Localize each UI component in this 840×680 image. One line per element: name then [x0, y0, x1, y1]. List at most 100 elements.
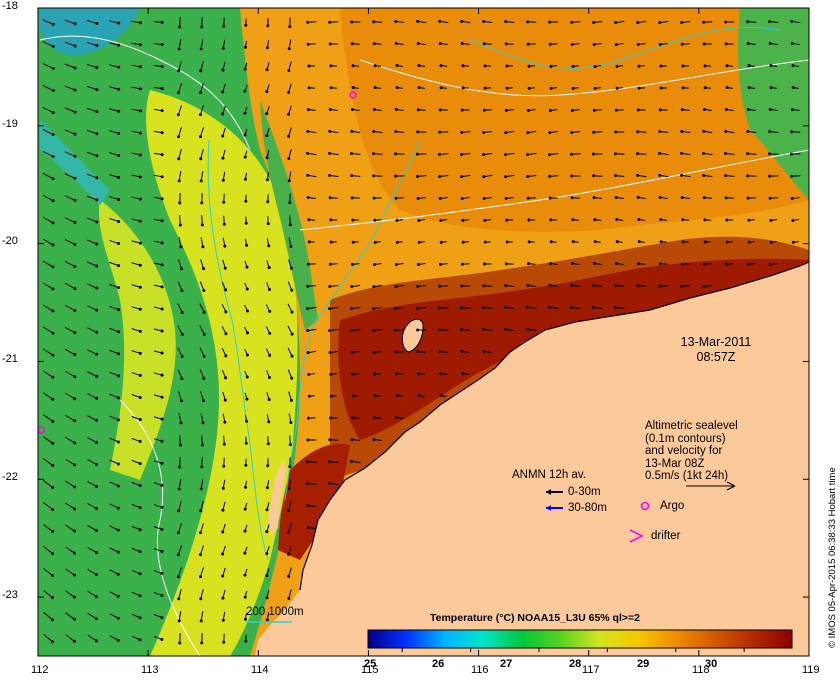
- velocity-arrow: [64, 305, 76, 311]
- velocity-arrow: [199, 325, 205, 335]
- velocity-arrowhead: [680, 196, 684, 200]
- velocity-arrowhead: [95, 88, 99, 92]
- velocity-arrowhead: [243, 573, 247, 577]
- velocity-arrowhead: [350, 129, 354, 133]
- velocity-arrowhead: [614, 262, 618, 266]
- velocity-arrowhead: [417, 394, 421, 398]
- velocity-arrowhead: [73, 397, 77, 401]
- velocity-arrow: [200, 83, 204, 93]
- velocity-arrowhead: [177, 69, 181, 73]
- velocity-arrow: [287, 325, 293, 335]
- velocity-arrowhead: [201, 421, 205, 425]
- velocity-arrowhead: [95, 352, 99, 356]
- velocity-arrow: [109, 196, 119, 200]
- velocity-arrowhead: [483, 240, 487, 244]
- velocity-arrowhead: [549, 218, 553, 222]
- velocity-arrowhead: [725, 218, 729, 222]
- velocity-arrow: [42, 150, 54, 158]
- velocity-arrowhead: [73, 198, 77, 202]
- altimetry-line: 0.5m/s (1kt 24h): [645, 470, 729, 482]
- velocity-arrow: [179, 435, 181, 445]
- velocity-arrow: [178, 83, 182, 93]
- velocity-arrowhead: [394, 328, 398, 332]
- velocity-arrowhead: [504, 108, 508, 112]
- velocity-arrowhead: [680, 42, 684, 46]
- velocity-arrow: [200, 567, 204, 577]
- velocity-arrow: [131, 64, 141, 68]
- velocity-arrowhead: [659, 218, 663, 222]
- velocity-arrowhead: [160, 351, 164, 355]
- velocity-arrowhead: [636, 195, 640, 199]
- velocity-arrowhead: [790, 196, 794, 200]
- velocity-arrowhead: [177, 179, 181, 183]
- velocity-arrowhead: [138, 87, 142, 91]
- velocity-arrowhead: [245, 309, 249, 313]
- velocity-arrow: [199, 545, 205, 555]
- velocity-arrowhead: [328, 329, 332, 333]
- velocity-arrowhead: [681, 64, 685, 68]
- velocity-arrowhead: [615, 64, 619, 68]
- velocity-arrowhead: [372, 328, 376, 332]
- velocity-arrowhead: [116, 550, 120, 554]
- velocity-arrowhead: [350, 350, 354, 354]
- velocity-arrowhead: [224, 354, 228, 358]
- velocity-arrowhead: [160, 42, 164, 46]
- velocity-arrowhead: [526, 153, 530, 157]
- velocity-arrowhead: [51, 155, 55, 159]
- velocity-arrowhead: [180, 310, 184, 314]
- velocity-arrowhead: [287, 530, 291, 534]
- velocity-arrowhead: [199, 157, 203, 161]
- velocity-arrow: [109, 174, 119, 178]
- lat-label: -19: [2, 118, 18, 130]
- velocity-arrowhead: [180, 354, 184, 358]
- velocity-arrowhead: [160, 439, 164, 443]
- velocity-arrowhead: [288, 223, 292, 227]
- velocity-arrowhead: [51, 265, 55, 269]
- velocity-arrowhead: [266, 200, 270, 204]
- velocity-arrowhead: [350, 285, 354, 289]
- drifter-legend-label: drifter: [651, 530, 681, 542]
- velocity-arrow: [201, 193, 203, 203]
- velocity-arrow: [288, 567, 292, 577]
- velocity-arrowhead: [373, 240, 377, 244]
- velocity-arrowhead: [372, 350, 376, 354]
- velocity-arrow: [87, 546, 97, 554]
- velocity-arrowhead: [306, 42, 310, 46]
- velocity-arrowhead: [504, 153, 508, 157]
- velocity-arrow: [65, 546, 75, 554]
- velocity-arrow: [109, 547, 119, 553]
- velocity-arrowhead: [328, 42, 332, 46]
- anmn-shallow-label: 0-30m: [568, 486, 601, 498]
- velocity-arrowhead: [746, 152, 750, 156]
- velocity-arrowhead: [177, 509, 181, 513]
- velocity-arrow: [64, 370, 76, 378]
- velocity-arrowhead: [636, 152, 640, 156]
- velocity-arrow: [200, 413, 204, 423]
- velocity-arrow: [131, 20, 141, 24]
- velocity-arrowhead: [160, 638, 164, 642]
- velocity-arrowhead: [221, 156, 225, 160]
- velocity-arrowhead: [117, 330, 121, 334]
- velocity-arrow: [179, 457, 181, 467]
- velocity-arrowhead: [177, 47, 181, 51]
- velocity-arrowhead: [51, 353, 55, 357]
- velocity-arrow: [86, 107, 98, 113]
- velocity-arrow: [178, 479, 182, 489]
- argo-legend-label: Argo: [660, 500, 685, 512]
- contour-offshore: [469, 26, 781, 69]
- velocity-arrowhead: [51, 397, 55, 401]
- velocity-arrowhead: [438, 130, 442, 134]
- velocity-arrowhead: [504, 284, 508, 288]
- velocity-arrow: [87, 459, 97, 465]
- velocity-arrowhead: [724, 174, 728, 178]
- velocity-arrowhead: [614, 21, 618, 25]
- velocity-arrow: [64, 151, 76, 157]
- velocity-arrowhead: [680, 129, 684, 133]
- velocity-arrowhead: [51, 22, 55, 26]
- velocity-arrow: [109, 283, 119, 289]
- velocity-arrowhead: [138, 109, 142, 113]
- velocity-arrowhead: [199, 619, 203, 623]
- velocity-arrowhead: [394, 174, 398, 178]
- velocity-arrowhead: [138, 263, 142, 267]
- sst-green-northeast: [738, 8, 809, 200]
